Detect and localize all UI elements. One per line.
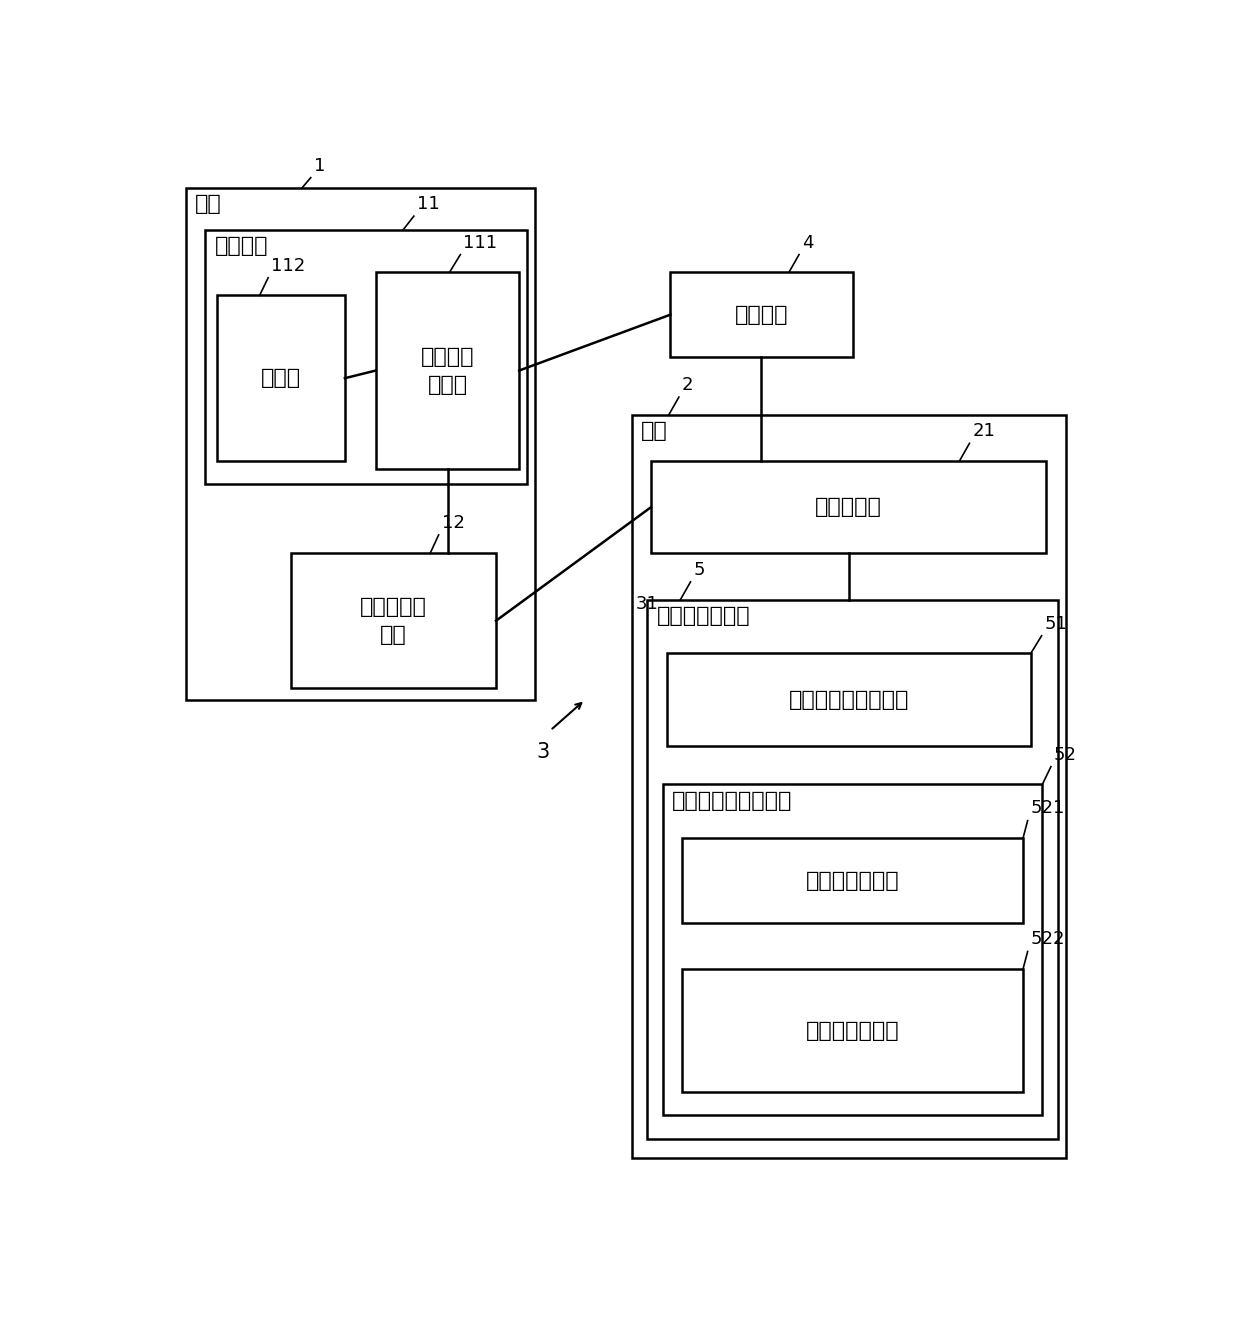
- Bar: [662, 785, 1043, 1115]
- Text: 21: 21: [972, 422, 996, 441]
- Text: 3: 3: [536, 742, 549, 762]
- Text: 5: 5: [693, 561, 706, 578]
- Bar: [217, 296, 345, 461]
- Bar: [206, 230, 527, 485]
- Text: 111: 111: [464, 233, 497, 252]
- Text: 31: 31: [635, 595, 658, 613]
- Bar: [682, 969, 1023, 1093]
- Text: 处理器: 处理器: [260, 368, 301, 388]
- Text: 处理单元: 处理单元: [215, 236, 268, 256]
- Text: 硬盘单元: 硬盘单元: [734, 305, 789, 324]
- Bar: [290, 553, 496, 688]
- Text: 12: 12: [441, 514, 465, 532]
- Text: 平台路径
控制器: 平台路径 控制器: [420, 347, 475, 395]
- Bar: [631, 415, 1065, 1158]
- Text: 第二状态指示灯: 第二状态指示灯: [806, 870, 899, 890]
- Text: 可编程逻辑
单元: 可编程逻辑 单元: [360, 597, 427, 645]
- Bar: [667, 653, 1030, 746]
- Text: 521: 521: [1030, 799, 1065, 818]
- Text: 52: 52: [1054, 746, 1078, 763]
- Text: 2: 2: [682, 376, 693, 394]
- Text: 硬盘指示灯单元: 硬盘指示灯单元: [656, 605, 750, 625]
- Text: 112: 112: [272, 257, 305, 274]
- Bar: [682, 838, 1023, 923]
- Text: 4: 4: [802, 233, 813, 252]
- Text: 11: 11: [417, 195, 440, 213]
- Bar: [671, 272, 853, 358]
- Text: 51: 51: [1044, 615, 1068, 633]
- Text: 主板: 主板: [196, 194, 222, 214]
- Text: 扩充卡单元: 扩充卡单元: [815, 497, 882, 517]
- Text: 第一状态指示灯模块: 第一状态指示灯模块: [789, 690, 909, 710]
- Bar: [376, 272, 520, 469]
- Text: 第二状态指示灯模块: 第二状态指示灯模块: [672, 790, 792, 810]
- Text: 背板: 背板: [641, 420, 667, 441]
- Text: 1: 1: [314, 157, 325, 174]
- Bar: [651, 461, 1047, 553]
- Bar: [186, 187, 534, 700]
- Text: 第三状态指示灯: 第三状态指示灯: [806, 1020, 899, 1040]
- Text: 522: 522: [1030, 931, 1065, 948]
- Bar: [647, 600, 1058, 1138]
